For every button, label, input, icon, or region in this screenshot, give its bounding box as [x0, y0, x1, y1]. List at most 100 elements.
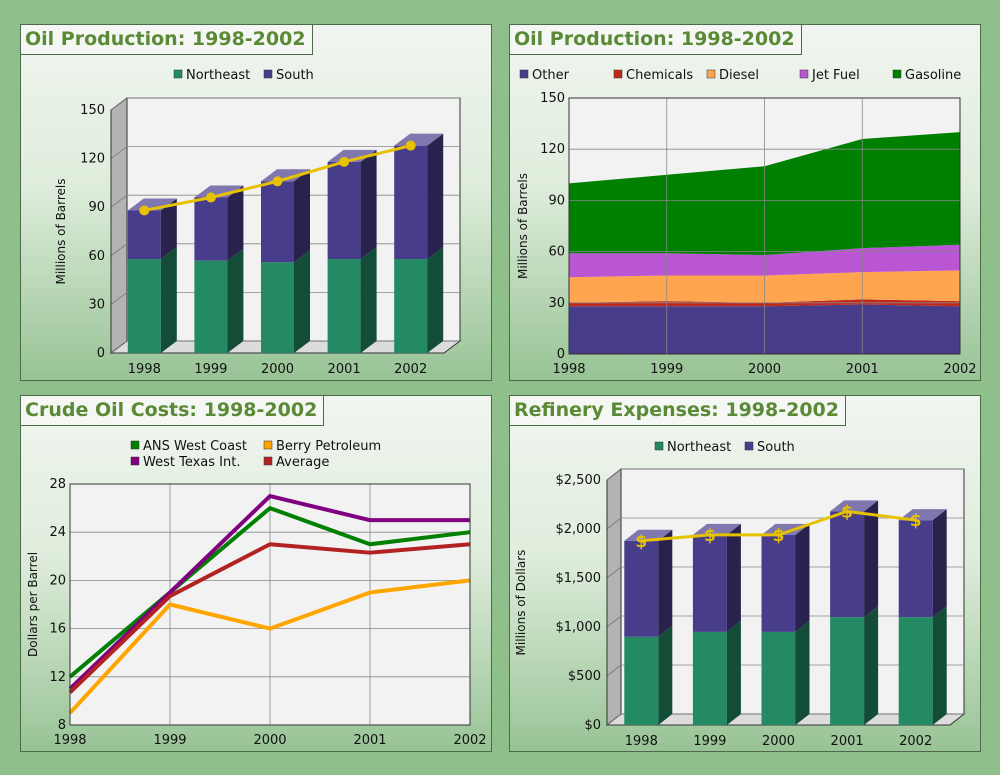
x-tick-label: 2000	[748, 362, 781, 377]
x-tick-label: 2000	[762, 734, 795, 749]
grid-line-side	[606, 566, 622, 579]
x-tick-label: 1998	[625, 734, 658, 749]
legend-swatch-ans-west-coast	[130, 440, 140, 450]
bar-northeast-1998	[624, 636, 659, 725]
y-tick-label: 120	[540, 142, 565, 157]
y-axis-title: Millions of Barrels	[516, 173, 530, 279]
bar-northeast-2001	[327, 259, 361, 353]
bar-south-1999	[194, 197, 228, 261]
chart-title: Oil Production: 1998-2002	[509, 24, 802, 55]
y-tick-label: 60	[548, 245, 565, 260]
legend-label-average: Average	[276, 455, 329, 470]
y-tick-label: 120	[80, 152, 105, 167]
bar-northeast-1998	[127, 259, 161, 353]
legend-swatch-diesel	[706, 69, 716, 79]
total-marker-1999: $	[704, 526, 716, 546]
line-berry-petroleum	[68, 578, 471, 715]
grid-line-side	[110, 97, 128, 111]
legend-swatch-chemicals	[613, 69, 623, 79]
x-tick-label: 2002	[943, 362, 976, 377]
line-ans-west-coast	[68, 506, 471, 679]
bar-northeast-2000	[761, 631, 796, 725]
bar-top-south-2000	[261, 169, 310, 182]
legend-label-south: South	[757, 440, 795, 455]
legend-label-berry-petroleum: Berry Petroleum	[276, 439, 381, 454]
y-tick-label: $2,000	[556, 522, 602, 537]
y-tick-label: 8	[58, 718, 66, 733]
plot-border	[568, 97, 961, 355]
bar-top-south-2002	[898, 509, 947, 521]
bar-south-1998	[127, 210, 161, 260]
bar-side-northeast-2002	[427, 247, 444, 353]
bar-side-south-2001	[864, 500, 879, 618]
crude-oil-costs-line-chart: ANS West Coast Berry Petroleum West Texas …	[26, 439, 487, 748]
grid-line-side	[110, 340, 128, 354]
bar-south-2002	[898, 520, 933, 618]
legend-swatch-average	[263, 456, 273, 466]
legend-label-chemicals: Chemicals	[626, 68, 693, 83]
x-tick-label: 2001	[831, 734, 864, 749]
y-tick-label: 90	[548, 193, 565, 208]
total-marker-2002	[405, 140, 416, 151]
bar-side-northeast-2001	[360, 247, 377, 353]
y-tick-label: $1,000	[556, 620, 602, 635]
bar-south-2000	[761, 534, 796, 632]
bar-northeast-2002	[898, 617, 933, 725]
y-tick-label: 0	[557, 347, 565, 362]
bar-northeast-2002	[394, 259, 428, 353]
bar-side-northeast-2000	[795, 620, 810, 725]
bar-side-south-2000	[294, 169, 310, 263]
grid-line-side	[110, 146, 128, 159]
bar-south-2002	[394, 145, 428, 260]
legend-swatch-west-texas-int	[130, 456, 140, 466]
legend-label-south: South	[276, 68, 314, 83]
grid-line-side	[606, 664, 622, 677]
y-tick-label: 30	[88, 297, 105, 312]
legend-label-gasoline: Gasoline	[905, 68, 961, 83]
refinery-expenses-bar-chart: Northeast South $0 $500 $1,000 $1,500 $2,000 $2…	[514, 440, 966, 749]
bar-top-south-2001	[830, 500, 879, 512]
total-marker-2001	[339, 156, 350, 167]
grid-line-side	[110, 292, 128, 305]
total-marker-2001: $	[841, 502, 853, 522]
chart-title: Refinery Expenses: 1998-2002	[509, 395, 846, 426]
bar-side-south-1999	[227, 185, 244, 261]
bar-top-south-1999	[194, 185, 244, 198]
bar-top-south-2002	[394, 133, 444, 146]
legend-swatch-south	[263, 69, 273, 79]
y-tick-label: 16	[49, 622, 66, 637]
x-tick-label: 2001	[328, 362, 361, 377]
total-line	[641, 509, 916, 543]
legend-label-jet-fuel: Jet Fuel	[811, 68, 860, 83]
x-tick-label: 1999	[194, 362, 227, 377]
legend-swatch-other	[519, 69, 529, 79]
x-tick-label: 2000	[253, 733, 286, 748]
y-axis-title: Millions of Barrels	[54, 178, 68, 284]
bar-south-2001	[830, 511, 865, 618]
legend-label-northeast: Northeast	[667, 440, 731, 455]
bar-south-1998	[624, 540, 659, 637]
y-tick-label: 60	[88, 249, 105, 264]
total-marker-1999	[205, 192, 216, 203]
panel-oil-production-area: Oil Production: 1998-2002 Other Chemicals…	[509, 24, 981, 381]
x-tick-label: 2002	[899, 734, 932, 749]
x-tick-label: 1999	[153, 733, 186, 748]
grid-line-side	[606, 615, 622, 628]
bar-side-northeast-2002	[932, 606, 947, 725]
bar-top-south-2001	[327, 149, 377, 162]
grid-line-side	[606, 517, 622, 530]
legend-swatch-berry-petroleum	[263, 440, 273, 450]
legend-label-diesel: Diesel	[719, 68, 759, 83]
x-tick-label: 2002	[394, 362, 427, 377]
bar-side-northeast-2000	[294, 250, 310, 353]
y-tick-label: 90	[88, 200, 105, 215]
legend-swatch-gasoline	[892, 69, 902, 79]
bar-northeast-2001	[830, 617, 865, 725]
plot-border	[69, 483, 471, 726]
bar-northeast-1999	[692, 631, 727, 725]
y-tick-label: 24	[49, 525, 66, 540]
bar-northeast-1999	[194, 260, 228, 353]
grid-line-side	[606, 468, 622, 481]
legend-swatch-south	[744, 441, 754, 451]
total-marker-1998	[139, 205, 150, 216]
